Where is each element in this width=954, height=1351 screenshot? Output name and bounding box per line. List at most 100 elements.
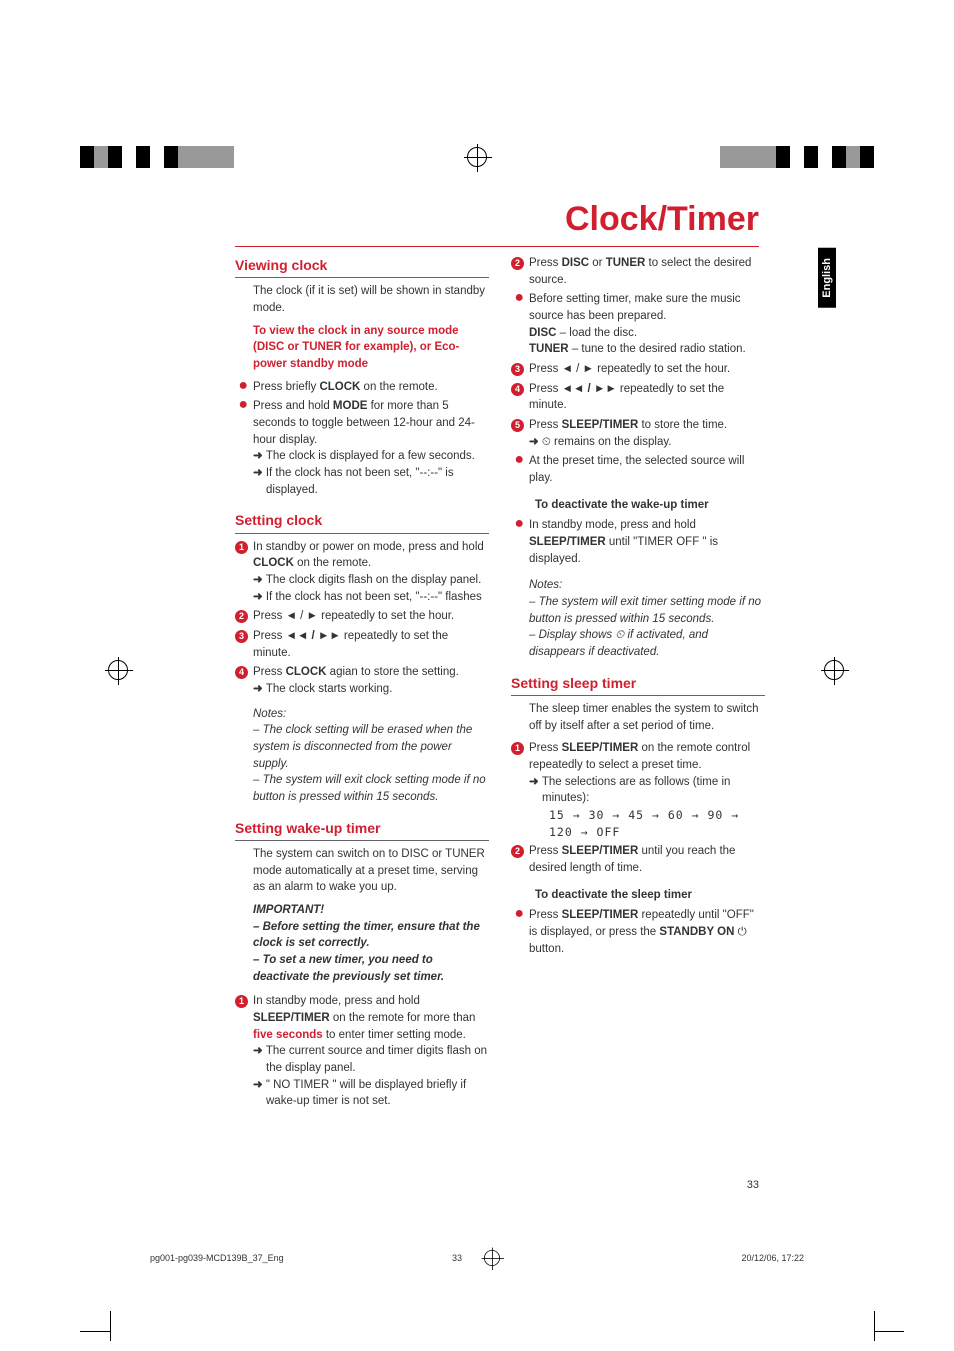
footer-timestamp: 20/12/06, 17:22 [741,1253,804,1263]
list-item: ● Before setting timer, make sure the mu… [529,291,765,358]
notes-block: Notes: – The clock setting will be erase… [253,706,489,806]
bullet-icon: ● [511,453,529,486]
text: to store the time. [638,419,727,431]
text: DISC [529,327,556,339]
arrow-line: ➜ ⏲ remains on the display. [529,434,727,451]
list-item: ● At the preset time, the selected sourc… [529,453,765,486]
notes-label: Notes: [253,706,489,723]
text: button. [529,943,564,955]
text: CLOCK [319,381,360,393]
text: repeatedly to set the hour. [318,610,454,622]
important-block: IMPORTANT! – Before setting the timer, e… [253,902,489,985]
sleep-intro: The sleep timer enables the system to sw… [529,701,765,734]
arrow-line: ➜ If the clock has not been set, "--:--"… [253,589,489,606]
important-text: – To set a new timer, you need to deacti… [253,952,489,985]
arrow-line: ➜ The clock is displayed for a few secon… [253,448,489,465]
text: The selections are as follows (time in m… [542,776,731,805]
text: Press [529,909,562,921]
text: The clock digits flash on the display pa… [266,574,481,586]
notes-label: Notes: [529,577,765,594]
step-icon: 3 [511,361,529,378]
arrow-icon: ➜ [253,1045,266,1057]
text: TUNER [606,257,646,269]
step-icon: 2 [235,608,253,625]
list-item: 2 Press ◄ / ► repeatedly to set the hour… [253,608,489,625]
footer: pg001-pg039-MCD139B_37_Eng 33 20/12/06, … [0,1253,954,1263]
text: " NO TIMER " will be displayed briefly i… [266,1079,466,1108]
sleep-sequence: 15 → 30 → 45 → 60 → 90 → 120 → OFF [529,807,765,840]
list-item: 2 Press DISC or TUNER to select the desi… [529,255,765,288]
step-icon: 2 [511,255,529,288]
prev-next-icon: ◄ / ► [562,363,594,375]
note-text: – The system will exit timer setting mod… [529,594,765,627]
arrow-line: ➜ The clock digits flash on the display … [253,572,489,589]
text: If the clock has not been set, "--:--" f… [266,591,482,603]
text: Press [253,630,286,642]
step-icon: 1 [511,740,529,840]
viewing-clock-intro: The clock (if it is set) will be shown i… [253,283,489,316]
bullet-icon: ● [511,291,529,358]
list-item: 5 Press SLEEP/TIMER to store the time. ➜… [529,417,765,450]
bullet-icon: ● [235,398,253,498]
text: SLEEP/TIMER [529,536,606,548]
text: – tune to the desired radio station. [569,343,746,355]
footer-center: 33 [452,1248,502,1268]
text: The clock is displayed for a few seconds… [266,450,475,462]
text: Press briefly [253,381,319,393]
arrow-icon: ➜ [529,436,542,448]
list-item: 4 Press ◄◄ / ►► repeatedly to set the mi… [529,381,765,414]
text: or [589,257,606,269]
text: repeatedly to set the hour. [594,363,730,375]
rew-ff-icon: ◄◄ / ►► [286,630,341,642]
note-text: – Display shows ⏲ if activated, and disa… [529,627,765,660]
arrow-line: ➜ The current source and timer digits fl… [253,1043,489,1076]
arrow-icon: ➜ [253,683,266,695]
text: CLOCK [253,557,294,569]
list-item: 3 Press ◄ / ► repeatedly to set the hour… [529,361,765,378]
text: SLEEP/TIMER [562,419,639,431]
text: on the remote. [294,557,371,569]
left-column: Viewing clock The clock (if it is set) w… [235,255,489,1113]
arrow-line: ➜ The selections are as follows (time in… [529,774,765,807]
arrow-line: ➜ " NO TIMER " will be displayed briefly… [253,1077,489,1110]
important-label: IMPORTANT! [253,902,489,919]
view-clock-sub: To view the clock in any source mode (DI… [253,323,489,373]
deactivate-heading: To deactivate the wake-up timer [535,497,765,514]
standby-icon: ⏻ [738,926,747,938]
arrow-icon: ➜ [253,450,266,462]
text: Press [529,257,562,269]
text: agian to store the setting. [326,666,458,678]
arrow-line: ➜ If the clock has not been set, "--:--"… [253,465,489,498]
text: SLEEP/TIMER [562,909,639,921]
footer-filename: pg001-pg039-MCD139B_37_Eng [150,1253,284,1263]
rew-ff-icon: ◄◄ / ►► [562,383,617,395]
text: SLEEP/TIMER [562,742,639,754]
arrow-icon: ➜ [529,776,542,788]
page-title: Clock/Timer [565,200,759,239]
important-text: – Before setting the timer, ensure that … [253,919,489,952]
right-column: 2 Press DISC or TUNER to select the desi… [511,255,765,1113]
text: to enter timer setting mode. [323,1029,466,1041]
registration-mark [467,147,487,167]
timer-icon: ⏲ [615,629,624,641]
step-icon: 4 [235,664,253,697]
list-item: 1 Press SLEEP/TIMER on the remote contro… [529,740,765,840]
text: In standby or power on mode, press and h… [253,541,484,553]
arrow-icon: ➜ [253,574,266,586]
crop-marks-top [0,146,954,168]
notes-block: Notes: – The system will exit timer sett… [529,577,765,660]
list-item: 3 Press ◄◄ / ►► repeatedly to set the mi… [253,628,489,661]
step-icon: 5 [511,417,529,450]
list-item: ● In standby mode, press and hold SLEEP/… [529,517,765,567]
bullet-icon: ● [511,907,529,957]
text: remains on the display. [551,436,672,448]
list-item: ● Press SLEEP/TIMER repeatedly until "OF… [529,907,765,957]
heading-sleep-timer: Setting sleep timer [511,673,765,696]
title-rule [235,246,759,247]
list-item: 1 In standby mode, press and hold SLEEP/… [253,993,489,1110]
list-item: ● Press briefly CLOCK on the remote. [253,379,489,396]
text: Press [253,610,286,622]
text: on the remote. [360,381,437,393]
text: The clock starts working. [266,683,393,695]
arrow-icon: ➜ [253,1079,266,1091]
